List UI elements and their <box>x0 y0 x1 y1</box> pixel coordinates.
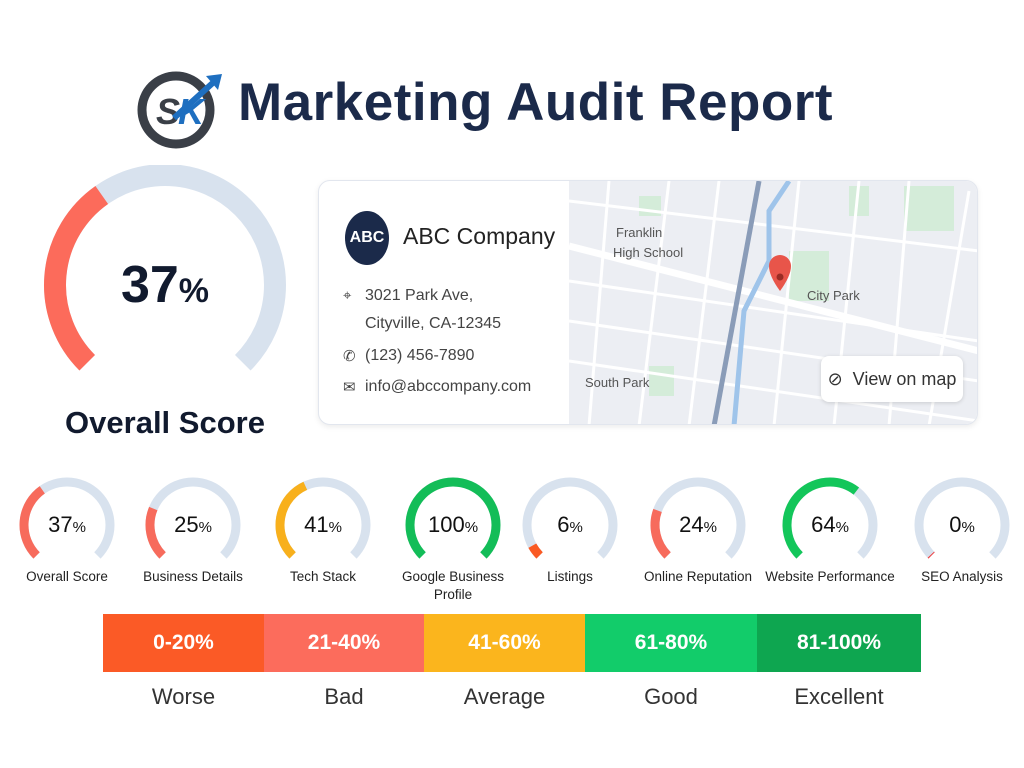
gauge-fill <box>275 481 308 559</box>
gauge-chart <box>145 477 241 559</box>
scale-segment: 41-60% <box>424 614 585 672</box>
gauge-value: 25% <box>174 512 212 537</box>
scale-label: Average <box>463 684 546 709</box>
gauge-chart <box>19 477 115 559</box>
scale-label: Bad <box>324 684 364 709</box>
gauge-fill <box>927 551 935 559</box>
scale-segment: 61-80% <box>585 614 757 672</box>
gauge-value: 64% <box>811 512 849 537</box>
gauge-fill <box>528 543 543 559</box>
gauge-track <box>522 477 618 559</box>
overall-score-value: 37% <box>120 256 210 314</box>
map-label: South Park <box>585 375 650 390</box>
scale-segment: 81-100% <box>757 614 921 672</box>
email: info@abccompany.com <box>365 378 532 395</box>
page-title: Marketing Audit Report <box>238 73 833 132</box>
gauge-chart <box>405 477 501 559</box>
business-card: ABC ABC Company ⌖ 3021 Park Ave, Cityvil… <box>318 180 978 425</box>
company-name: ABC Company <box>403 223 556 249</box>
gauge-label: Tech Stack <box>289 569 357 584</box>
view-on-map-button[interactable]: ⊘ View on map <box>821 356 963 402</box>
map-label: Franklin <box>616 225 662 240</box>
gauge-label: SEO Analysis <box>921 569 1003 584</box>
location-pin-icon: ⌖ <box>343 287 352 304</box>
gauge-value: 41% <box>304 512 342 537</box>
phone: (123) 456-7890 <box>365 347 475 364</box>
gauge-chart <box>914 477 1010 559</box>
gauge-online-reputation: 24% Online Reputation <box>633 470 763 610</box>
gauge-label: Overall Score <box>26 569 108 584</box>
gauge-business-details: 25% Business Details <box>128 470 258 610</box>
scale-label: Good <box>644 684 698 709</box>
gauge-fill <box>782 477 860 559</box>
gauge-label: Business Details <box>143 569 243 584</box>
gauge-label: Listings <box>547 569 593 584</box>
svg-text:S: S <box>156 91 180 132</box>
gauge-value: 24% <box>679 512 717 537</box>
gauge-fill <box>145 506 166 559</box>
gauge-seo-analysis: 0% SEO Analysis <box>897 470 1024 610</box>
gauge-chart <box>522 477 618 559</box>
gauge-label: Google Business Profile <box>401 569 505 602</box>
gauge-chart <box>275 477 371 559</box>
scale-label: Excellent <box>794 684 884 709</box>
gauge-label: Website Performance <box>765 569 895 584</box>
gauge-tech-stack: 41% Tech Stack <box>258 470 388 610</box>
gauge-google-business-profile: 100% Google Business Profile <box>388 470 518 610</box>
gauge-fill <box>650 508 671 559</box>
address-line-1: 3021 Park Ave, <box>365 287 474 304</box>
overall-score-gauge <box>44 165 286 371</box>
gauge-fill <box>19 486 46 559</box>
sk-logo: S K <box>137 71 222 149</box>
gauge-value: 100% <box>427 512 479 537</box>
gauge-overall-score: 37% Overall Score <box>2 470 132 610</box>
scale-segment: 21-40% <box>264 614 424 672</box>
address-line-2: Cityville, CA-12345 <box>365 315 502 332</box>
gauge-website-performance: 64% Website Performance <box>765 470 895 610</box>
gauge-chart <box>782 477 878 559</box>
phone-icon: ✆ <box>343 348 356 365</box>
map-pin-icon <box>769 255 791 291</box>
gauge-track <box>914 477 1010 559</box>
gauge-label: Online Reputation <box>643 569 753 584</box>
gauge-fill <box>44 186 109 371</box>
email-icon: ✉ <box>343 379 356 396</box>
gauge-value: 0% <box>949 512 975 537</box>
compass-icon: ⊘ <box>827 368 843 389</box>
scale-label: Worse <box>151 684 216 709</box>
gauge-fill <box>405 477 501 559</box>
gauge-chart <box>650 477 746 559</box>
map-label: City Park <box>807 288 860 303</box>
gauge-listings: 6% Listings <box>505 470 635 610</box>
company-avatar: ABC <box>345 211 389 265</box>
overall-score-label: Overall Score <box>65 405 265 440</box>
scale-segment: 0-20% <box>103 614 264 672</box>
gauge-value: 6% <box>557 512 583 537</box>
gauge-value: 37% <box>48 512 86 537</box>
map-label: High School <box>613 245 683 260</box>
